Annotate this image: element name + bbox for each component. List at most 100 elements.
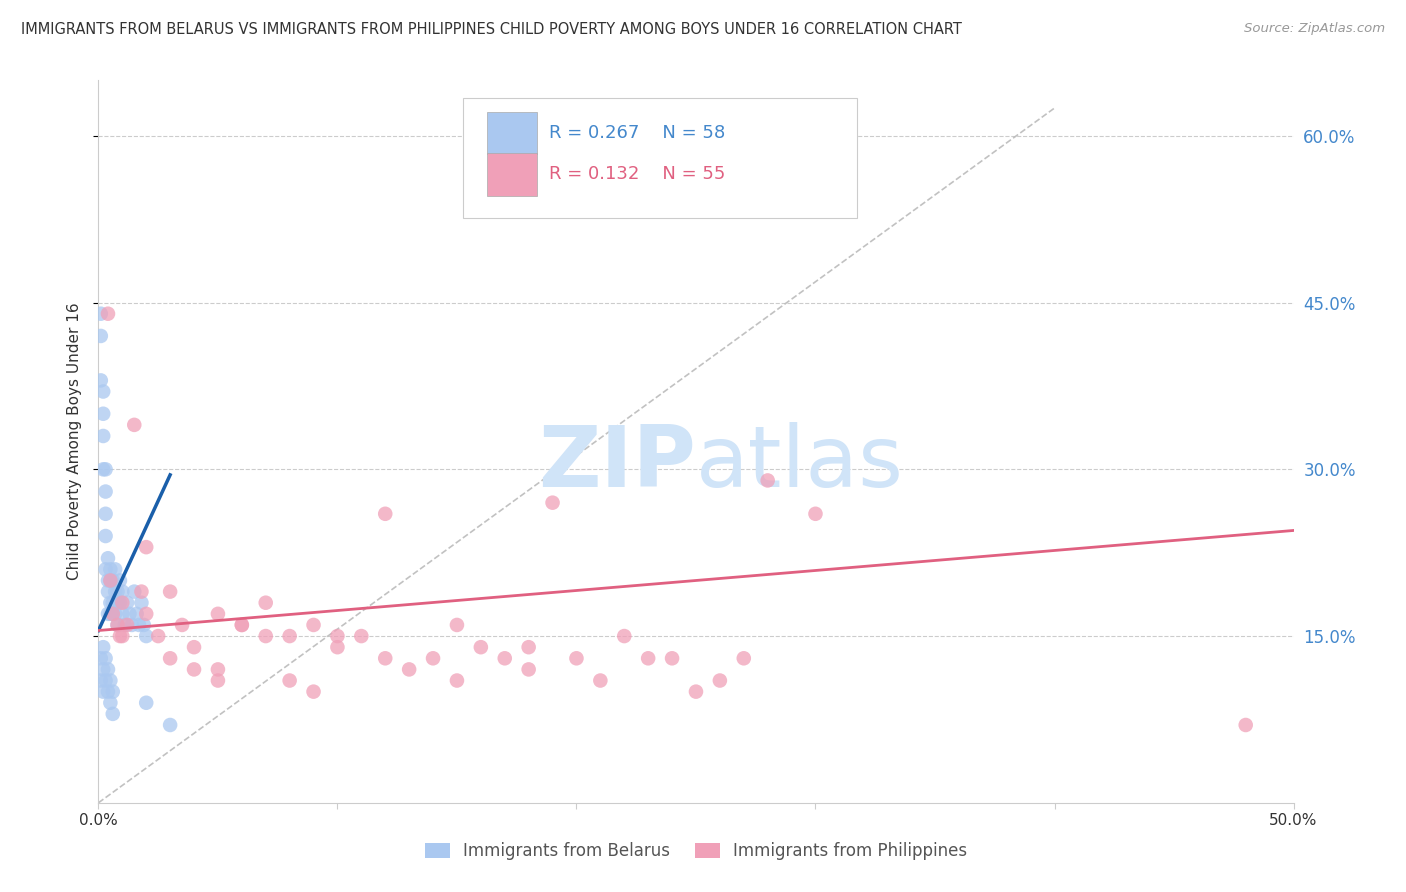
Text: R = 0.267    N = 58: R = 0.267 N = 58	[548, 124, 725, 142]
Point	[97, 607, 120, 621]
Point	[733, 651, 755, 665]
Point	[98, 596, 122, 610]
Point	[90, 673, 112, 688]
Point	[374, 507, 396, 521]
Point	[98, 696, 122, 710]
Point	[159, 651, 181, 665]
Point	[97, 574, 120, 588]
Text: atlas: atlas	[696, 422, 904, 505]
Point	[159, 584, 181, 599]
Point	[111, 629, 134, 643]
Point	[254, 629, 277, 643]
Point	[91, 429, 114, 443]
Point	[111, 596, 134, 610]
Point	[115, 596, 138, 610]
Point	[94, 651, 117, 665]
Point	[91, 684, 114, 698]
Point	[398, 662, 420, 676]
Point	[115, 618, 138, 632]
Point	[97, 684, 120, 698]
Point	[541, 496, 564, 510]
Point	[131, 584, 153, 599]
Point	[517, 640, 540, 655]
Y-axis label: Child Poverty Among Boys Under 16: Child Poverty Among Boys Under 16	[67, 302, 83, 581]
Point	[685, 684, 707, 698]
Point	[107, 618, 129, 632]
Point	[374, 651, 396, 665]
Point	[94, 462, 117, 476]
Point	[98, 673, 122, 688]
Point	[97, 662, 120, 676]
Point	[131, 596, 153, 610]
Point	[756, 474, 779, 488]
Point	[101, 574, 124, 588]
Point	[107, 596, 129, 610]
Point	[111, 584, 134, 599]
Point	[132, 618, 155, 632]
Point	[104, 607, 127, 621]
Point	[350, 629, 373, 643]
Point	[135, 607, 157, 621]
Point	[128, 618, 150, 632]
Point	[124, 584, 146, 599]
Point	[94, 562, 117, 576]
FancyBboxPatch shape	[486, 112, 537, 154]
Point	[94, 673, 117, 688]
Point	[422, 651, 444, 665]
Point	[91, 640, 114, 655]
Point	[101, 684, 124, 698]
Point	[661, 651, 683, 665]
Point	[97, 584, 120, 599]
Point	[446, 618, 468, 632]
Point	[101, 607, 124, 621]
Point	[90, 651, 112, 665]
Point	[709, 673, 731, 688]
Point	[121, 618, 143, 632]
Point	[94, 529, 117, 543]
Point	[107, 584, 129, 599]
Point	[108, 596, 131, 610]
Point	[124, 417, 146, 432]
Point	[90, 307, 112, 321]
Point	[517, 662, 540, 676]
Point	[613, 629, 636, 643]
Point	[98, 607, 122, 621]
Point	[111, 607, 134, 621]
Point	[278, 673, 301, 688]
Text: Source: ZipAtlas.com: Source: ZipAtlas.com	[1244, 22, 1385, 36]
Point	[97, 551, 120, 566]
Point	[470, 640, 492, 655]
Point	[91, 384, 114, 399]
Point	[565, 185, 588, 199]
Point	[114, 618, 136, 632]
Legend: Immigrants from Belarus, Immigrants from Philippines: Immigrants from Belarus, Immigrants from…	[418, 836, 974, 867]
Point	[98, 574, 122, 588]
Point	[90, 373, 112, 387]
Point	[91, 662, 114, 676]
Point	[118, 607, 141, 621]
Point	[446, 673, 468, 688]
Point	[326, 640, 349, 655]
Point	[172, 618, 194, 632]
Point	[135, 629, 157, 643]
Point	[101, 607, 124, 621]
Point	[231, 618, 253, 632]
Point	[231, 618, 253, 632]
Point	[98, 562, 122, 576]
Point	[804, 507, 827, 521]
Point	[97, 307, 120, 321]
FancyBboxPatch shape	[486, 153, 537, 195]
Point	[101, 706, 124, 721]
Point	[125, 607, 148, 621]
Point	[183, 640, 205, 655]
FancyBboxPatch shape	[463, 98, 858, 218]
Point	[135, 696, 157, 710]
Point	[207, 662, 229, 676]
Point	[148, 629, 170, 643]
Point	[135, 540, 157, 554]
Point	[104, 584, 127, 599]
Point	[104, 562, 127, 576]
Point	[302, 618, 325, 632]
Point	[565, 651, 588, 665]
Point	[107, 618, 129, 632]
